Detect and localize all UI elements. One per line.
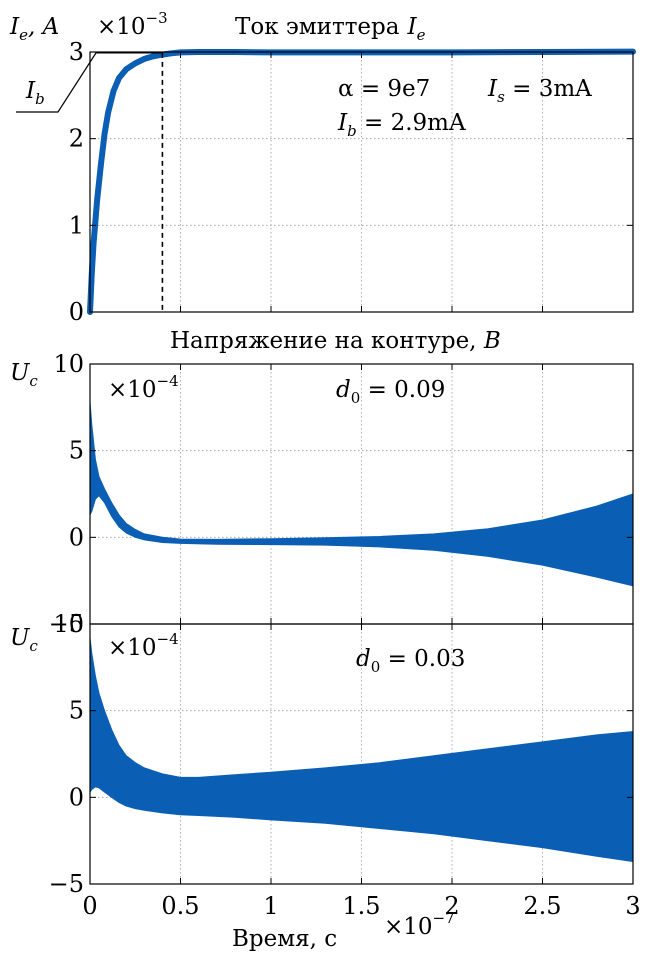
x-tick-label: 1 xyxy=(263,892,278,920)
panel2-title: Напряжение на контуре, B xyxy=(170,328,501,354)
y-tick-label: 5 xyxy=(69,437,84,465)
x-tick-label: 2.5 xyxy=(523,892,561,920)
y-tick-label: 0 xyxy=(69,298,84,326)
y-tick-label: 3 xyxy=(69,38,84,66)
x-tick-label: 2 xyxy=(444,892,459,920)
panel1-title: Ток эмиттера Ie xyxy=(235,14,426,44)
ib-callout-line xyxy=(16,52,163,113)
x-tick-label: 0 xyxy=(82,892,97,920)
is-annotation: Is = 3mA xyxy=(487,76,592,106)
x-multiplier: ×10−7 xyxy=(384,909,455,940)
y-tick-label: 0 xyxy=(69,783,84,811)
panel1-multiplier: ×10−3 xyxy=(97,9,168,40)
x-tick-label: 1.5 xyxy=(342,892,380,920)
y-tick-label: −5 xyxy=(49,870,84,898)
x-axis-label: Время, с xyxy=(232,926,337,952)
ib-callout-label: Ib xyxy=(25,78,45,108)
panel2-param: d0 = 0.09 xyxy=(336,377,445,407)
y-tick-label: 2 xyxy=(69,125,84,153)
y-tick-label: 10 xyxy=(53,610,84,638)
x-tick-label: 0.5 xyxy=(161,892,199,920)
y-tick-label: 0 xyxy=(69,523,84,551)
panel3-ylabel: Uc xyxy=(10,625,38,655)
ib-annotation: Ib = 2.9mA xyxy=(337,110,466,140)
y-tick-label: −5 xyxy=(49,610,84,638)
tick-marks xyxy=(89,51,634,885)
series-envelope-panel-2 xyxy=(89,402,634,587)
panel2-multiplier: ×10−4 xyxy=(108,372,179,403)
y-tick-label: 10 xyxy=(53,350,84,378)
panel1-ylabel: Ie, A xyxy=(9,14,59,44)
y-tick-label: 5 xyxy=(69,697,84,725)
panel3-multiplier: ×10−4 xyxy=(108,630,179,661)
alpha-annotation: α = 9e7 xyxy=(338,76,430,102)
x-tick-label: 3 xyxy=(625,892,640,920)
panel2-ylabel: Uc xyxy=(10,360,38,390)
y-tick-label: 1 xyxy=(69,211,84,239)
panel3-param: d0 = 0.03 xyxy=(356,646,465,676)
